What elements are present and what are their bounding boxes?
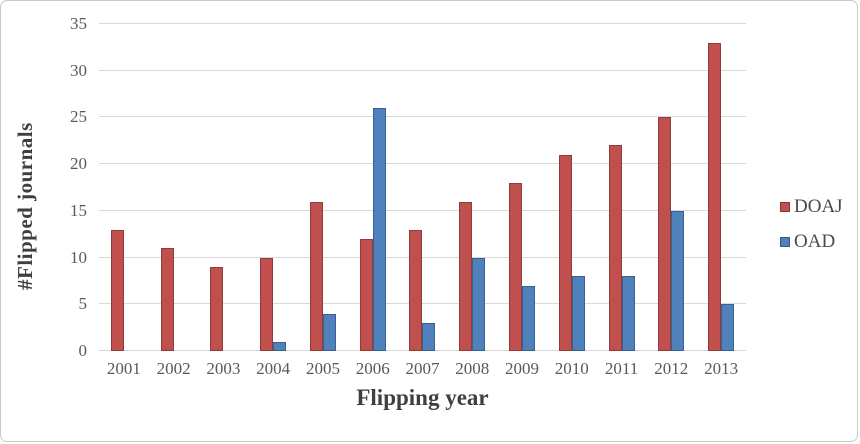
bar-doaj-2003 (210, 266, 224, 351)
bar-group-2013 (696, 24, 746, 351)
gridline (99, 163, 746, 165)
bar-doaj-2012 (658, 117, 672, 351)
x-tick-label: 2006 (355, 359, 390, 378)
x-tick-label: 2011 (604, 359, 639, 378)
bar-group-2011 (597, 24, 647, 351)
legend-entry-oad: OAD (780, 231, 843, 253)
x-tick-label: 2003 (206, 359, 241, 378)
bar-oad-2004 (273, 341, 287, 351)
x-tick-label: 2010 (554, 359, 589, 378)
bar-group-2007 (398, 24, 448, 351)
bar-doaj-2009 (509, 182, 522, 351)
bar-group-2004 (248, 24, 298, 351)
gridline (99, 256, 746, 258)
y-tick-label: 35 (70, 14, 87, 33)
bar-doaj-2002 (160, 248, 174, 351)
x-tick-label: 2013 (704, 359, 739, 378)
gridline (99, 303, 746, 305)
bars-container (99, 24, 746, 351)
bar-doaj-2007 (409, 229, 423, 351)
gridline (99, 209, 746, 211)
bar-oad-2006 (372, 108, 386, 351)
legend-entry-doaj: DOAJ (780, 196, 843, 218)
x-tick-label: 2012 (654, 359, 689, 378)
y-tick-label: 0 (78, 341, 88, 360)
bar-oad-2008 (472, 257, 486, 351)
bar-group-2009 (497, 24, 547, 351)
gridline (99, 116, 746, 118)
x-tick-label: 2001 (106, 359, 141, 378)
y-tick-label: 10 (70, 247, 87, 267)
bar-group-2012 (646, 24, 696, 351)
bar-doaj-2004 (260, 257, 274, 351)
bar-group-2002 (149, 24, 199, 351)
bar-doaj-2011 (608, 145, 622, 351)
x-axis-ticks: 2001 2002 2003 2004 2005 2006 2007 2008 2009 2010… (99, 359, 746, 379)
y-tick-label: 15 (70, 200, 87, 220)
legend-label: DOAJ (794, 196, 843, 217)
x-tick-label: 2004 (256, 359, 291, 378)
bar-group-2008 (447, 24, 497, 351)
x-axis-title: Flipping year (356, 385, 489, 410)
plot-area (99, 23, 746, 351)
bar-oad-2013 (721, 304, 735, 351)
x-tick-label: 2009 (505, 359, 539, 378)
bar-doaj-2013 (708, 42, 722, 351)
bar-group-2010 (547, 24, 597, 351)
bar-doaj-2005 (309, 201, 323, 351)
bar-doaj-2001 (110, 229, 124, 351)
gridline (99, 23, 746, 24)
gridline (99, 69, 746, 71)
bar-oad-2009 (522, 285, 535, 351)
legend-swatch-icon (780, 237, 790, 247)
y-tick-label: 5 (78, 294, 88, 314)
y-tick-label: 25 (70, 107, 87, 127)
x-tick-label: 2005 (305, 359, 340, 378)
bar-oad-2007 (422, 322, 436, 351)
bar-oad-2011 (621, 276, 635, 351)
y-tick-label: 20 (70, 154, 87, 174)
bar-doaj-2008 (459, 201, 473, 351)
bar-group-2006 (348, 24, 398, 351)
legend-label: OAD (794, 231, 836, 252)
bar-group-2001 (99, 24, 149, 351)
bar-oad-2010 (571, 276, 585, 351)
legend: DOAJ OAD (780, 196, 843, 253)
x-tick-label: 2002 (156, 359, 191, 378)
bar-oad-2012 (671, 210, 685, 351)
x-tick-label: 2008 (455, 359, 490, 378)
bar-group-2005 (298, 24, 348, 351)
bar-oad-2005 (322, 313, 336, 351)
bar-doaj-2006 (359, 238, 373, 351)
x-tick-label: 2007 (405, 359, 440, 378)
bar-group-2003 (199, 24, 249, 351)
bar-doaj-2010 (558, 154, 572, 351)
y-tick-label: 30 (70, 60, 87, 80)
legend-swatch-icon (780, 202, 790, 212)
